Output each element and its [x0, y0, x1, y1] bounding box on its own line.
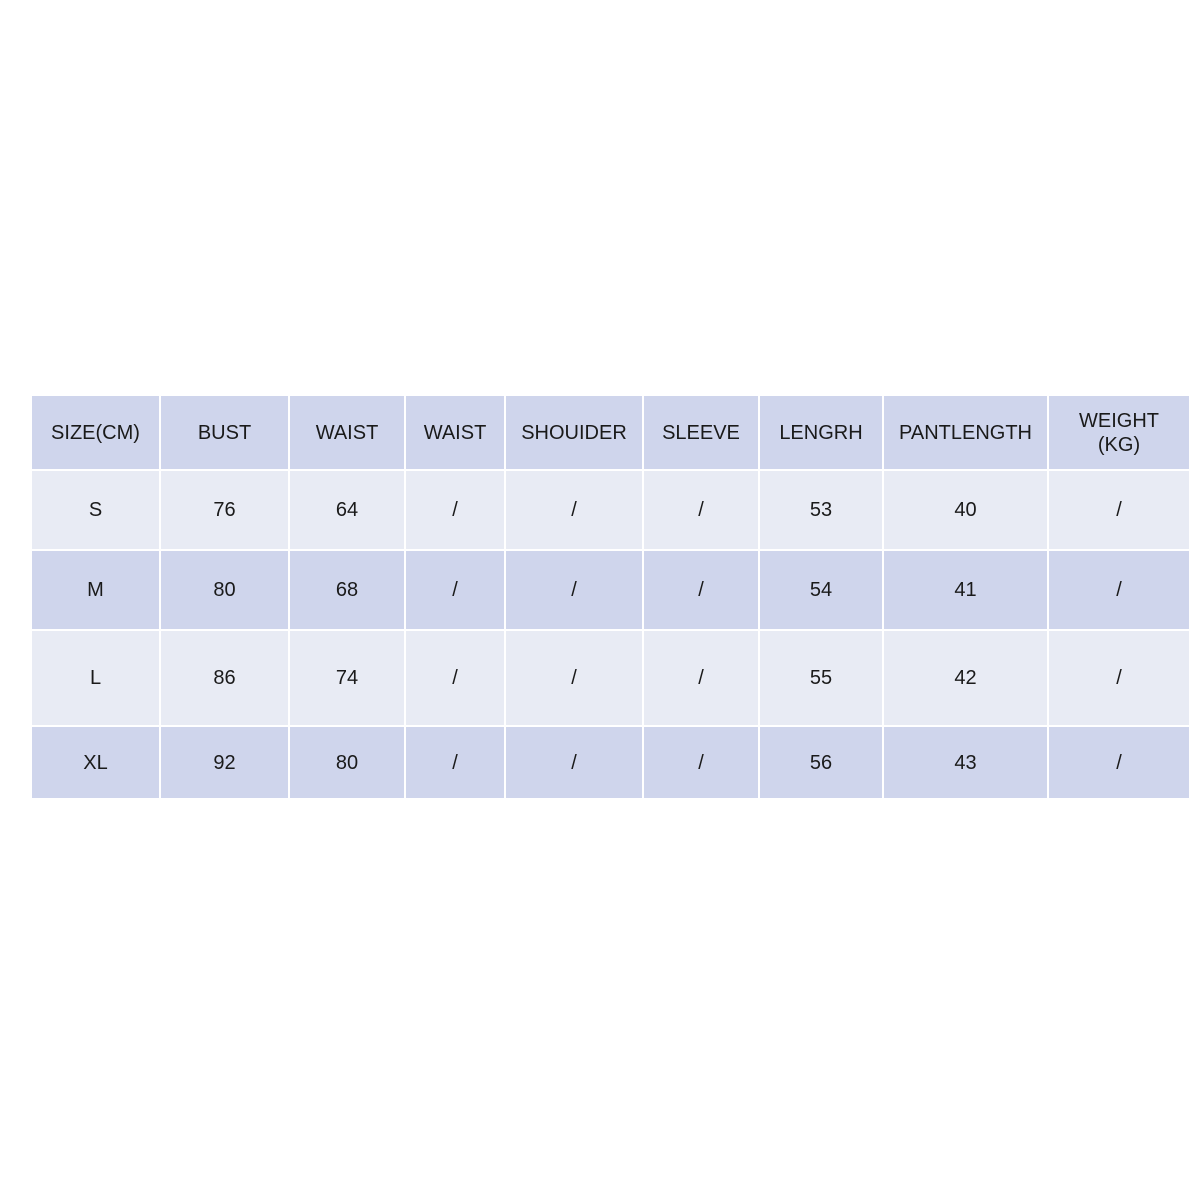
table-cell: 80 — [288, 725, 406, 800]
table-cell: 76 — [159, 469, 290, 551]
table-cell: 43 — [882, 725, 1049, 800]
table-row: L 86 74///55 42/ — [30, 629, 1191, 727]
table-cell: / — [404, 629, 506, 727]
column-header: BUST — [159, 394, 290, 471]
table-cell: 55 — [758, 629, 884, 727]
table-cell: / — [404, 469, 506, 551]
table-cell: / — [404, 549, 506, 631]
table-cell: 40 — [882, 469, 1049, 551]
table-cell: M — [30, 549, 161, 631]
table-cell: 92 — [159, 725, 290, 800]
column-header: PANTLENGTH — [882, 394, 1049, 471]
size-chart-table: SIZE(CM) BUST WAIST WAIST SHOUIDER SLEEVE LENG… — [30, 394, 1191, 800]
column-header: LENGRH — [758, 394, 884, 471]
table-cell: / — [1047, 469, 1191, 551]
table-cell: / — [642, 725, 760, 800]
table-cell: L — [30, 629, 161, 727]
table-cell: 41 — [882, 549, 1049, 631]
table-cell: / — [642, 629, 760, 727]
column-header: SIZE(CM) — [30, 394, 161, 471]
table-cell: / — [642, 469, 760, 551]
table-cell: / — [504, 469, 644, 551]
table-cell: / — [1047, 629, 1191, 727]
table-cell: 74 — [288, 629, 406, 727]
table-cell: / — [1047, 549, 1191, 631]
header-row: SIZE(CM) BUST WAIST WAIST SHOUIDER SLEEVE LENG… — [30, 394, 1191, 471]
table-cell: 64 — [288, 469, 406, 551]
table-cell: / — [404, 725, 506, 800]
column-header: SHOUIDER — [504, 394, 644, 471]
table-row: S 76 64///53 40/ — [30, 469, 1191, 551]
table-cell: XL — [30, 725, 161, 800]
table-cell: / — [504, 725, 644, 800]
table-cell: / — [642, 549, 760, 631]
table-cell: 80 — [159, 549, 290, 631]
column-header: WAIST — [404, 394, 506, 471]
table-cell: 54 — [758, 549, 884, 631]
table-row: M 80 68///54 41/ — [30, 549, 1191, 631]
table-row: XL 92 80///56 43/ — [30, 725, 1191, 800]
table-cell: 68 — [288, 549, 406, 631]
column-header: WEIGHT (KG) — [1047, 394, 1191, 471]
table-cell: / — [504, 629, 644, 727]
table-cell: / — [504, 549, 644, 631]
table-cell: 42 — [882, 629, 1049, 727]
column-header: WAIST — [288, 394, 406, 471]
table-cell: 53 — [758, 469, 884, 551]
table-cell: 86 — [159, 629, 290, 727]
table-cell: / — [1047, 725, 1191, 800]
column-header: SLEEVE — [642, 394, 760, 471]
table-cell: S — [30, 469, 161, 551]
table-cell: 56 — [758, 725, 884, 800]
